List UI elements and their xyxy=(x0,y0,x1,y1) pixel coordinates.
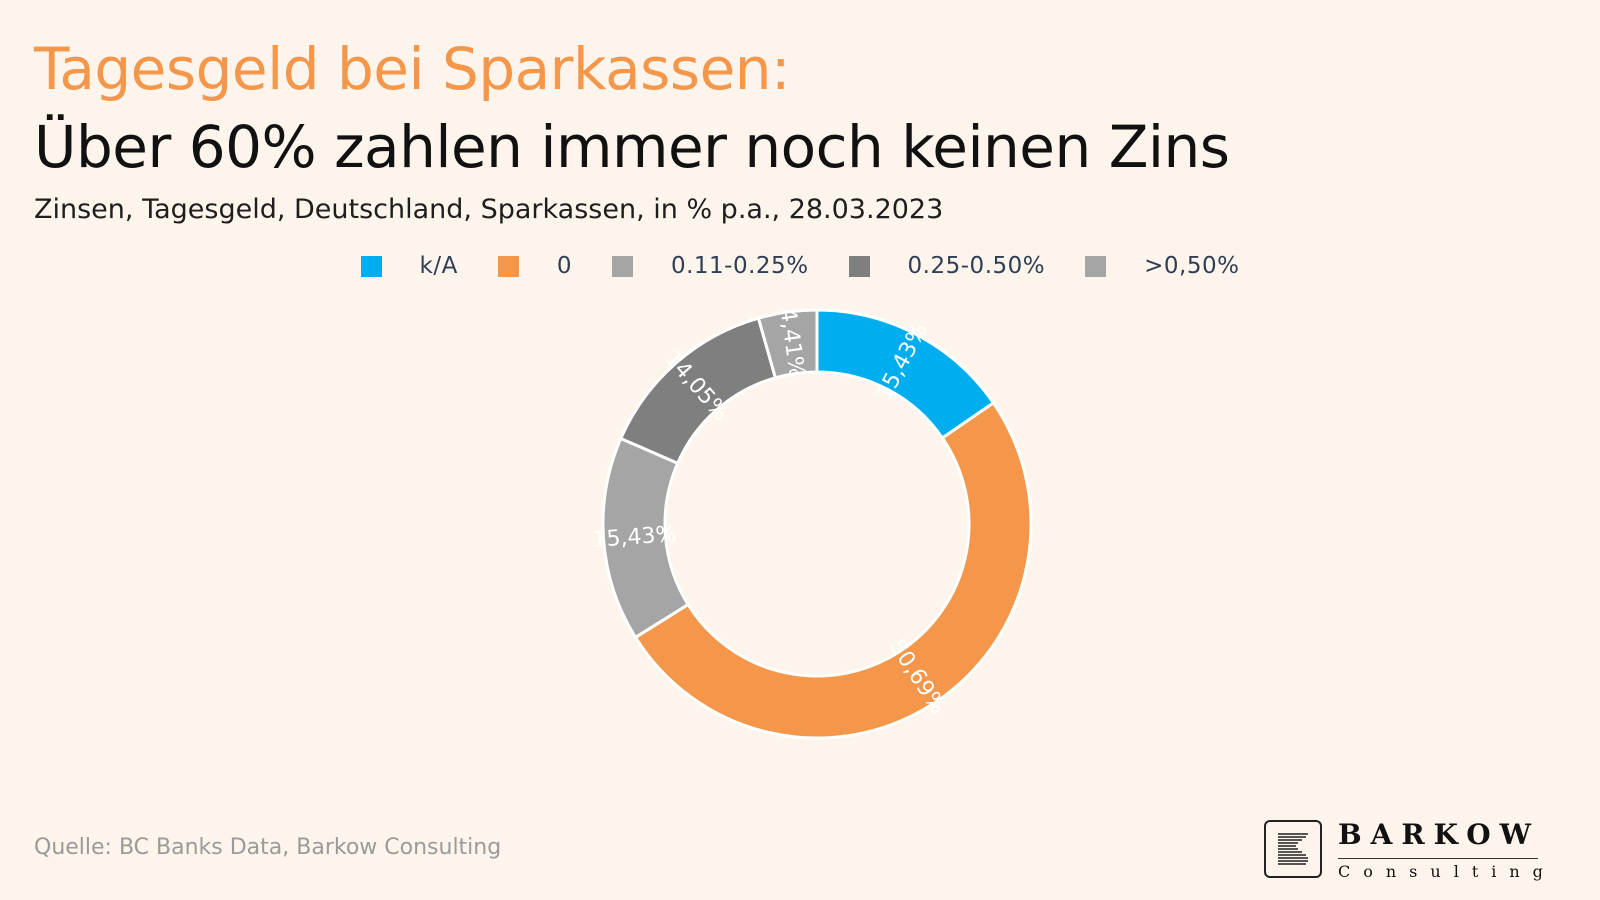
source-note: Quelle: BC Banks Data, Barkow Consulting xyxy=(34,835,502,860)
chart-subtitle: Zinsen, Tagesgeld, Deutschland, Sparkass… xyxy=(34,194,944,225)
legend-swatch xyxy=(1085,255,1107,277)
legend-label: 0 xyxy=(556,253,572,279)
legend-swatch xyxy=(611,255,633,277)
legend-item-011-025: 0.11-0.25% xyxy=(611,253,809,279)
logo-divider xyxy=(1338,858,1538,859)
legend-label: 0.11-0.25% xyxy=(670,253,809,279)
donut-slice-4 xyxy=(756,308,819,380)
legend-label: k/A xyxy=(419,253,458,279)
legend-item-zero: 0 xyxy=(497,253,572,279)
title-line-1: Tagesgeld bei Sparkassen: xyxy=(34,35,791,103)
legend-item-over-050: >0,50% xyxy=(1085,253,1239,279)
legend-swatch xyxy=(497,255,519,277)
barkow-logo: BARKOW Consulting xyxy=(1264,818,1554,882)
slice-label-2: 15,43% xyxy=(592,522,678,553)
legend-item-025-050: 0.25-0.50% xyxy=(848,253,1046,279)
donut-slice-1 xyxy=(633,400,1033,740)
logo-name: BARKOW xyxy=(1338,818,1541,851)
chart-legend: k/A 0 0.11-0.25% 0.25-0.50% >0,50% xyxy=(0,253,1600,279)
logo-subtitle: Consulting xyxy=(1338,862,1556,881)
legend-swatch xyxy=(848,255,870,277)
legend-label: 0.25-0.50% xyxy=(907,253,1046,279)
legend-label: >0,50% xyxy=(1144,253,1240,279)
title-line-2: Über 60% zahlen immer noch keinen Zins xyxy=(34,113,1230,181)
logo-mark-icon xyxy=(1264,820,1322,878)
legend-item-ka: k/A xyxy=(360,253,458,279)
legend-swatch xyxy=(360,255,382,277)
